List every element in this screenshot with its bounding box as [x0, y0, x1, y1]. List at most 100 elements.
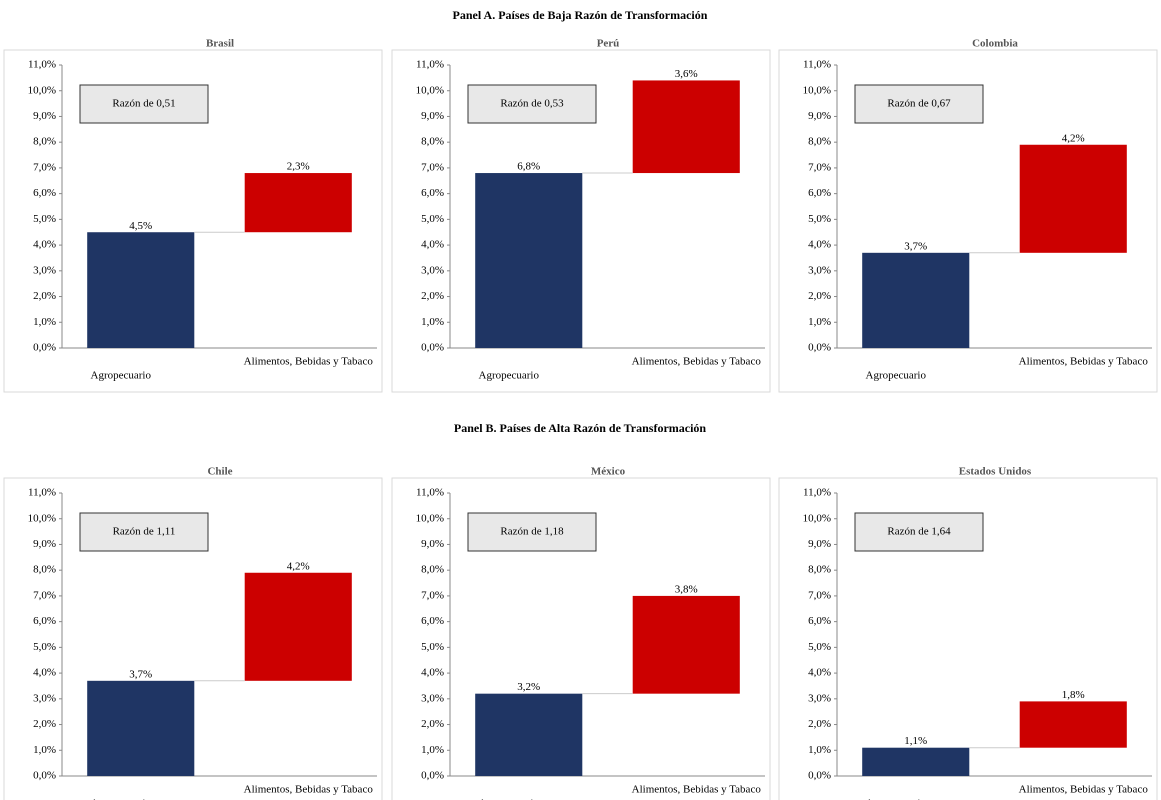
y-tick-label: 0,0% — [421, 770, 444, 782]
y-tick-label: 11,0% — [28, 487, 56, 499]
chart-title: Estados Unidos — [959, 466, 1032, 478]
y-tick-label: 7,0% — [421, 161, 444, 173]
y-tick-label: 0,0% — [33, 770, 56, 782]
chart-frame — [391, 477, 771, 800]
bar — [1019, 144, 1127, 253]
y-tick-label: 1,0% — [421, 744, 444, 756]
x-tick-label: Agropecuario — [91, 798, 152, 800]
y-tick-label: 0,0% — [33, 342, 56, 354]
bar — [862, 252, 970, 348]
annotation-box — [467, 512, 597, 552]
y-tick-label: 5,0% — [421, 213, 444, 225]
annotation-box — [79, 512, 209, 552]
value-label: 3,7% — [129, 668, 152, 680]
chart-frame — [778, 49, 1158, 393]
y-tick-label: 1,0% — [808, 316, 831, 328]
y-tick-label: 3,0% — [421, 264, 444, 276]
value-label: 4,2% — [1062, 132, 1085, 144]
y-tick-label: 0,0% — [808, 770, 831, 782]
y-tick-label: 5,0% — [421, 641, 444, 653]
bar — [87, 232, 195, 348]
y-tick-label: 10,0% — [416, 512, 444, 524]
y-tick-label: 5,0% — [33, 641, 56, 653]
y-tick-label: 10,0% — [28, 84, 56, 96]
y-tick-label: 4,0% — [33, 239, 56, 251]
value-label: 1,8% — [1062, 689, 1085, 701]
y-tick-label: 6,0% — [421, 187, 444, 199]
bar — [1019, 701, 1127, 748]
x-tick-label: Alimentos, Bebidas y Tabaco — [1019, 356, 1149, 368]
panel-title: Panel B. Países de Alta Razón de Transfo… — [454, 421, 707, 435]
y-tick-label: 10,0% — [803, 84, 831, 96]
value-label: 3,7% — [904, 240, 927, 252]
y-tick-label: 3,0% — [33, 264, 56, 276]
y-tick-label: 7,0% — [33, 161, 56, 173]
y-tick-label: 8,0% — [421, 564, 444, 576]
value-label: 1,1% — [904, 735, 927, 747]
y-tick-label: 2,0% — [33, 290, 56, 302]
annotation-box — [854, 84, 984, 124]
y-tick-label: 1,0% — [808, 744, 831, 756]
y-tick-label: 1,0% — [33, 744, 56, 756]
y-tick-label: 1,0% — [33, 316, 56, 328]
y-tick-label: 9,0% — [808, 110, 831, 122]
y-tick-label: 1,0% — [421, 316, 444, 328]
y-tick-label: 2,0% — [33, 718, 56, 730]
y-tick-label: 11,0% — [803, 487, 831, 499]
annotation-box — [79, 84, 209, 124]
x-tick-label: Agropecuario — [91, 370, 152, 382]
x-tick-label: Alimentos, Bebidas y Tabaco — [244, 784, 374, 796]
annotation: Razón de 1,11 — [113, 526, 176, 538]
x-tick-label: Alimentos, Bebidas y Tabaco — [632, 356, 762, 368]
y-tick-label: 7,0% — [808, 161, 831, 173]
value-label: 3,8% — [675, 583, 698, 595]
y-tick-label: 9,0% — [33, 110, 56, 122]
annotation: Razón de 0,67 — [887, 98, 951, 110]
annotation: Razón de 0,51 — [112, 98, 175, 110]
annotation-box — [854, 512, 984, 552]
panel-title: Panel A. Países de Baja Razón de Transfo… — [453, 8, 708, 22]
y-tick-label: 2,0% — [421, 290, 444, 302]
annotation-box — [467, 84, 597, 124]
value-label: 6,8% — [517, 161, 540, 173]
y-tick-label: 9,0% — [808, 538, 831, 550]
y-tick-label: 4,0% — [421, 239, 444, 251]
y-tick-label: 7,0% — [33, 589, 56, 601]
y-tick-label: 3,0% — [421, 692, 444, 704]
bar — [244, 572, 352, 681]
y-tick-label: 10,0% — [28, 512, 56, 524]
x-tick-label: Agropecuario — [479, 370, 540, 382]
x-tick-label: Alimentos, Bebidas y Tabaco — [244, 356, 374, 368]
y-tick-label: 4,0% — [33, 667, 56, 679]
chart-title: México — [591, 466, 626, 478]
y-tick-label: 8,0% — [808, 136, 831, 148]
x-tick-label: Alimentos, Bebidas y Tabaco — [632, 784, 762, 796]
y-tick-label: 9,0% — [421, 538, 444, 550]
y-tick-label: 11,0% — [416, 487, 444, 499]
value-label: 3,2% — [517, 681, 540, 693]
chart-title: Perú — [597, 38, 620, 50]
y-tick-label: 9,0% — [33, 538, 56, 550]
chart-frame — [3, 477, 383, 800]
value-label: 3,6% — [675, 68, 698, 80]
chart-title: Brasil — [206, 38, 234, 50]
y-tick-label: 2,0% — [808, 290, 831, 302]
y-tick-label: 5,0% — [808, 213, 831, 225]
y-tick-label: 6,0% — [421, 615, 444, 627]
y-tick-label: 4,0% — [808, 239, 831, 251]
chart: Estados Unidos 0,0% 1,0% 2,0% 3,0% 4,0% 5,0% 6,… — [778, 466, 1158, 800]
y-tick-label: 3,0% — [808, 692, 831, 704]
y-tick-label: 6,0% — [808, 615, 831, 627]
value-label: 4,5% — [129, 220, 152, 232]
chart-frame — [391, 49, 771, 393]
annotation: Razón de 1,18 — [500, 526, 564, 538]
chart-title: Colombia — [972, 38, 1018, 50]
y-tick-label: 2,0% — [808, 718, 831, 730]
x-tick-label: Agropecuario — [866, 798, 927, 800]
chart: Perú 0,0% 1,0% 2,0% 3,0% 4,0% 5,0% 6,0% 7,0% 8,0%… — [391, 38, 771, 393]
chart: Colombia 0,0% 1,0% 2,0% 3,0% 4,0% 5,0% 6,0% 7,0%… — [778, 38, 1158, 393]
value-label: 2,3% — [287, 161, 310, 173]
chart: Chile 0,0% 1,0% 2,0% 3,0% 4,0% 5,0% 6,0% 7,0% 8,0… — [3, 466, 383, 800]
chart-title: Chile — [207, 466, 232, 478]
